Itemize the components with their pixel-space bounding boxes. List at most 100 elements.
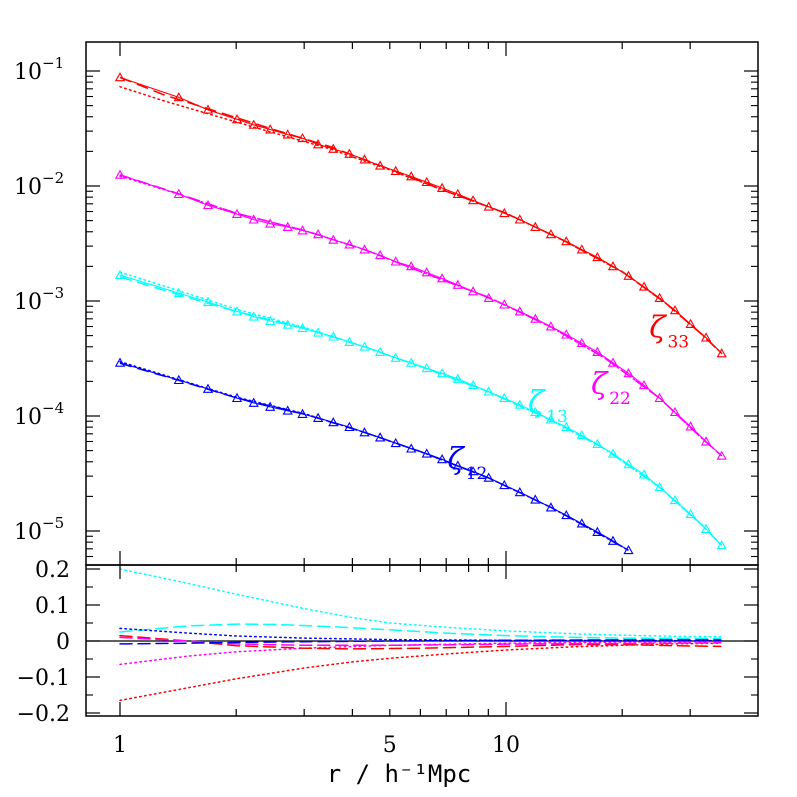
measured-line-zeta13 — [119, 274, 723, 546]
data-point-zeta33 — [374, 160, 386, 170]
data-point-zeta13 — [173, 287, 184, 298]
y-tick-label-base: 10 — [14, 290, 42, 315]
data-point-zeta33 — [359, 154, 370, 164]
data-point-zeta13 — [467, 379, 479, 390]
data-point-zeta33 — [406, 171, 417, 181]
top-panel-plot-area — [114, 72, 727, 555]
measured-line-zeta12 — [119, 362, 629, 551]
data-point-zeta13 — [297, 322, 308, 333]
data-point-zeta22 — [282, 221, 293, 231]
data-point-zeta12 — [499, 479, 510, 490]
data-point-zeta22 — [530, 313, 541, 323]
series-label-symbol: ζ — [649, 311, 667, 346]
data-point-zeta22 — [607, 357, 619, 367]
axes-frame — [85, 41, 759, 717]
y-tick-label: 10−1 — [14, 54, 64, 85]
data-point-zeta33 — [265, 124, 276, 134]
data-point-zeta12 — [344, 421, 355, 432]
data-point-zeta22 — [576, 337, 587, 348]
data-point-zeta22 — [173, 188, 184, 199]
y-tick-label: 10−3 — [14, 284, 64, 315]
data-point-zeta33 — [328, 143, 339, 153]
data-point-zeta13 — [592, 438, 603, 448]
data-point-zeta22 — [359, 244, 370, 254]
data-point-zeta13 — [248, 311, 259, 321]
y-tick-label-exponent: −5 — [42, 514, 64, 532]
residual-dashed-line — [119, 634, 722, 650]
data-point-zeta13 — [344, 336, 355, 346]
measured-line-zeta22 — [119, 174, 723, 457]
data-point-zeta33 — [592, 251, 603, 262]
data-point-zeta22 — [406, 261, 417, 271]
data-point-zeta33 — [248, 119, 259, 129]
series-label-symbol: ζ — [528, 385, 546, 420]
data-point-zeta22 — [297, 225, 308, 235]
data-point-zeta12 — [231, 392, 243, 403]
data-point-zeta33 — [297, 132, 308, 143]
residual-dashed-line — [119, 623, 722, 640]
data-point-zeta33 — [669, 304, 681, 315]
data-point-zeta22 — [265, 218, 276, 228]
data-point-zeta12 — [328, 417, 339, 427]
data-point-zeta13 — [359, 341, 370, 351]
data-point-zeta22 — [436, 273, 448, 283]
series-label-zeta33: ζ 33 — [649, 311, 689, 353]
residual-dotted-line — [119, 627, 722, 642]
data-point-zeta12 — [545, 502, 557, 512]
data-point-zeta22 — [421, 267, 432, 277]
data-point-zeta22 — [623, 367, 634, 378]
series-label-subscript: 12 — [466, 464, 488, 484]
data-point-zeta22 — [390, 256, 401, 266]
data-point-zeta12 — [374, 432, 386, 442]
data-point-zeta13 — [700, 523, 712, 533]
data-point-zeta33 — [623, 270, 634, 280]
data-point-zeta13 — [406, 357, 417, 367]
data-point-zeta13 — [231, 306, 243, 316]
series-labels: ζ 33ζ 22ζ 13ζ 12 — [447, 311, 689, 484]
data-point-zeta13 — [436, 367, 448, 378]
y-tick-label-exponent: −3 — [42, 284, 64, 302]
data-point-zeta12 — [607, 535, 619, 545]
data-point-zeta22 — [374, 249, 386, 260]
residual-dashed-line — [119, 639, 722, 645]
data-point-zeta33 — [452, 188, 463, 199]
series-label-zeta12: ζ 12 — [447, 442, 487, 484]
data-point-zeta13 — [312, 327, 324, 337]
data-point-zeta12 — [202, 383, 214, 393]
data-point-zeta13 — [114, 269, 126, 279]
data-point-zeta12 — [265, 401, 276, 411]
data-point-zeta13 — [669, 494, 681, 505]
data-point-zeta13 — [607, 448, 619, 458]
series-label-zeta13: ζ 13 — [528, 385, 568, 427]
data-point-zeta22 — [514, 306, 525, 316]
data-point-zeta33 — [312, 139, 324, 149]
data-point-zeta33 — [483, 201, 494, 211]
data-point-zeta22 — [467, 286, 479, 296]
y-tick-label-base: 10 — [14, 520, 42, 545]
y-tick-label: 0.2 — [35, 558, 70, 583]
data-point-zeta33 — [390, 165, 401, 175]
data-point-zeta22 — [328, 234, 339, 244]
data-point-zeta33 — [685, 318, 696, 328]
data-point-zeta22 — [545, 321, 557, 331]
data-point-zeta22 — [114, 169, 126, 179]
residual-dotted-line — [119, 640, 722, 666]
data-point-zeta33 — [499, 207, 510, 218]
data-point-zeta13 — [374, 346, 386, 356]
data-point-zeta12 — [406, 443, 417, 453]
series-label-zeta22: ζ 22 — [591, 367, 631, 409]
data-point-zeta12 — [297, 408, 308, 418]
y-tick-label: 0.1 — [35, 594, 70, 619]
data-point-zeta33 — [421, 176, 432, 187]
data-point-zeta33 — [545, 228, 557, 239]
data-point-zeta12 — [114, 357, 126, 367]
data-point-zeta12 — [248, 397, 259, 407]
data-point-zeta13 — [545, 414, 557, 424]
data-point-zeta12 — [561, 509, 572, 520]
data-point-zeta13 — [390, 352, 401, 362]
residual-dotted-line — [119, 568, 722, 638]
data-point-zeta22 — [654, 392, 665, 403]
data-point-zeta33 — [514, 214, 525, 224]
data-point-zeta13 — [716, 540, 727, 550]
